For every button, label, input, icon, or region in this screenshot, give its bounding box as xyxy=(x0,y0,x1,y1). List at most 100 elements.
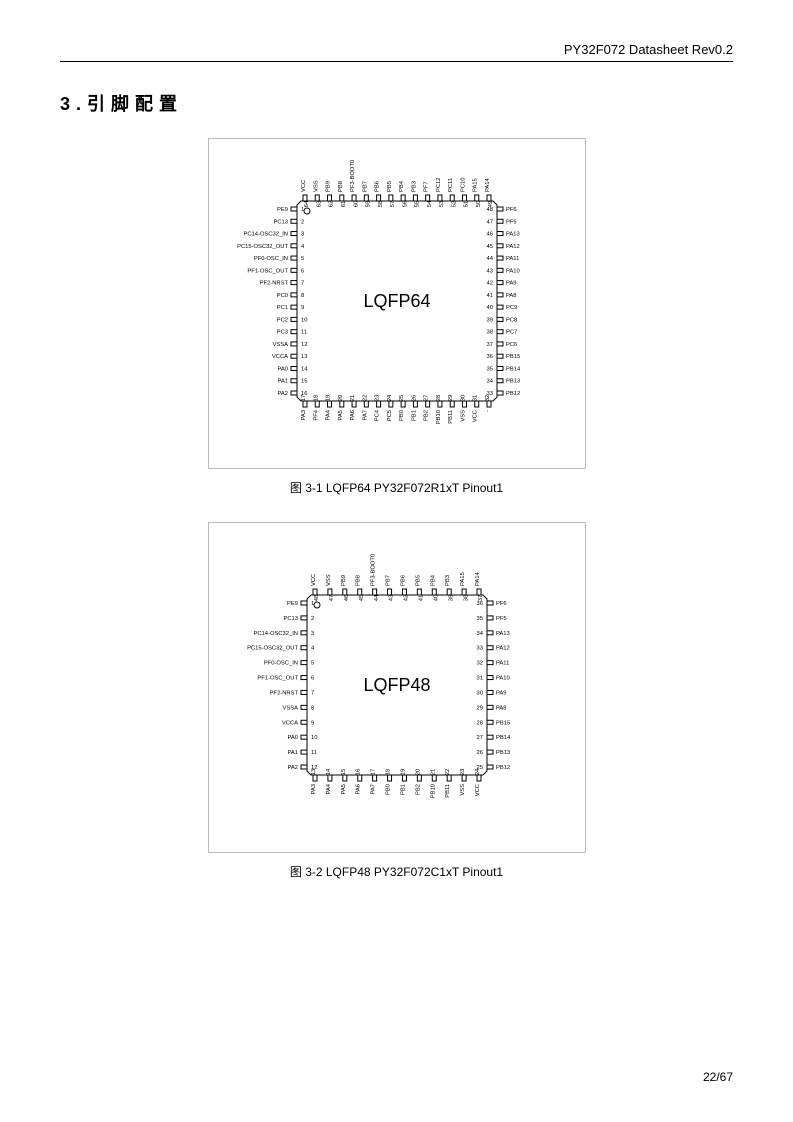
svg-text:PF1-OSC_OUT: PF1-OSC_OUT xyxy=(247,268,288,274)
svg-text:58: 58 xyxy=(377,201,383,207)
svg-text:PB14: PB14 xyxy=(496,735,511,741)
svg-text:PC3: PC3 xyxy=(276,330,287,336)
svg-text:4: 4 xyxy=(301,244,305,250)
svg-text:9: 9 xyxy=(311,720,314,726)
svg-text:8: 8 xyxy=(311,705,314,711)
svg-text:6: 6 xyxy=(301,268,304,274)
svg-text:PF2-NRST: PF2-NRST xyxy=(259,281,288,287)
svg-text:PA9: PA9 xyxy=(506,281,517,287)
svg-text:20: 20 xyxy=(337,395,343,401)
svg-text:PB3: PB3 xyxy=(411,181,417,192)
svg-text:PB13: PB13 xyxy=(506,379,520,385)
svg-text:23: 23 xyxy=(374,395,380,401)
page-footer: 22/67 xyxy=(703,1070,733,1084)
svg-text:PB5: PB5 xyxy=(415,575,421,586)
svg-text:PB7: PB7 xyxy=(362,181,368,192)
svg-text:PB10: PB10 xyxy=(435,410,441,424)
svg-text:PA12: PA12 xyxy=(496,646,510,652)
svg-text:PF4: PF4 xyxy=(313,409,319,420)
svg-text:PB6: PB6 xyxy=(374,181,380,192)
svg-text:35: 35 xyxy=(486,366,492,372)
svg-text:29: 29 xyxy=(448,395,454,401)
svg-text:PA14: PA14 xyxy=(475,571,481,586)
svg-text:33: 33 xyxy=(476,646,482,652)
svg-text:PF6: PF6 xyxy=(496,601,507,607)
svg-text:PA4: PA4 xyxy=(325,409,331,420)
svg-text:37: 37 xyxy=(478,595,484,601)
svg-text:PB13: PB13 xyxy=(496,750,510,756)
svg-text:PA11: PA11 xyxy=(496,661,509,667)
svg-text:PC5: PC5 xyxy=(386,410,392,421)
figure-1-caption: 图 3-1 LQFP64 PY32F072R1xT Pinout1 xyxy=(60,479,733,496)
svg-text:55: 55 xyxy=(414,201,420,207)
svg-text:PB15: PB15 xyxy=(496,720,510,726)
svg-text:VSS: VSS xyxy=(460,784,466,796)
svg-text:32: 32 xyxy=(476,661,482,667)
svg-text:PF3-BOOT0: PF3-BOOT0 xyxy=(350,160,356,192)
svg-text:PE9: PE9 xyxy=(277,207,288,213)
svg-text:PC12: PC12 xyxy=(435,177,441,192)
svg-text:53: 53 xyxy=(439,201,445,207)
svg-text:42: 42 xyxy=(403,595,409,601)
svg-text:PB12: PB12 xyxy=(496,765,510,771)
svg-text:29: 29 xyxy=(476,705,482,711)
svg-text:PC13: PC13 xyxy=(283,616,298,622)
svg-text:VCC: VCC xyxy=(472,410,478,422)
svg-text:62: 62 xyxy=(328,201,334,207)
svg-text:40: 40 xyxy=(433,595,439,601)
svg-text:50: 50 xyxy=(475,201,481,207)
svg-text:VSSA: VSSA xyxy=(272,342,288,348)
svg-text:PA2: PA2 xyxy=(277,391,288,397)
svg-text:3: 3 xyxy=(311,631,314,637)
figure-1-box: LQFP641PE92PC133PC14-OSC32_IN4PC15-OSC32… xyxy=(208,138,586,469)
svg-text:VCC: VCC xyxy=(311,574,317,586)
svg-text:PB9: PB9 xyxy=(340,575,346,586)
svg-text:PA6: PA6 xyxy=(350,410,356,421)
svg-text:VCC: VCC xyxy=(301,180,307,192)
svg-text:45: 45 xyxy=(486,244,492,250)
svg-text:PA12: PA12 xyxy=(506,244,520,250)
svg-text:31: 31 xyxy=(472,395,478,401)
svg-text:42: 42 xyxy=(486,281,492,287)
svg-text:43: 43 xyxy=(388,595,394,601)
svg-text:PB1: PB1 xyxy=(400,784,406,795)
svg-text:PB11: PB11 xyxy=(448,410,454,424)
svg-text:46: 46 xyxy=(486,232,492,238)
svg-text:28: 28 xyxy=(435,395,441,401)
svg-text:PC15-OSC32_OUT: PC15-OSC32_OUT xyxy=(247,646,298,652)
svg-text:52: 52 xyxy=(451,201,457,207)
svg-text:VSS: VSS xyxy=(313,180,319,192)
section-text: 引脚配置 xyxy=(87,94,183,114)
svg-text:9: 9 xyxy=(301,305,304,311)
svg-text:PB9: PB9 xyxy=(325,181,331,192)
svg-text:VCC: VCC xyxy=(475,784,481,796)
svg-text:16: 16 xyxy=(355,769,361,775)
svg-text:33: 33 xyxy=(486,391,492,397)
svg-text:56: 56 xyxy=(402,201,408,207)
svg-text:PC9: PC9 xyxy=(506,305,517,311)
svg-text:13: 13 xyxy=(311,769,317,775)
svg-text:45: 45 xyxy=(358,595,364,601)
svg-text:PA0: PA0 xyxy=(277,366,288,372)
svg-text:PC0: PC0 xyxy=(276,293,287,299)
svg-text:PA9: PA9 xyxy=(496,690,507,696)
svg-text:PB5: PB5 xyxy=(386,181,392,192)
svg-text:18: 18 xyxy=(313,395,319,401)
svg-text:12: 12 xyxy=(301,342,307,348)
svg-text:64: 64 xyxy=(304,200,310,207)
svg-text:PA13: PA13 xyxy=(496,631,510,637)
svg-text:PF5: PF5 xyxy=(496,616,507,622)
svg-text:60: 60 xyxy=(353,201,359,207)
svg-text:PC14-OSC32_IN: PC14-OSC32_IN xyxy=(243,232,287,238)
svg-text:PB14: PB14 xyxy=(506,366,521,372)
svg-text:19: 19 xyxy=(400,769,406,775)
svg-text:PA5: PA5 xyxy=(337,410,343,421)
svg-text:PB4: PB4 xyxy=(399,180,405,192)
svg-text:VCCA: VCCA xyxy=(281,720,297,726)
svg-text:PC7: PC7 xyxy=(506,330,517,336)
svg-text:44: 44 xyxy=(486,256,493,262)
svg-text:40: 40 xyxy=(486,305,492,311)
svg-text:13: 13 xyxy=(301,354,307,360)
svg-text:PB4: PB4 xyxy=(430,574,436,586)
svg-text:PA14: PA14 xyxy=(485,177,491,192)
